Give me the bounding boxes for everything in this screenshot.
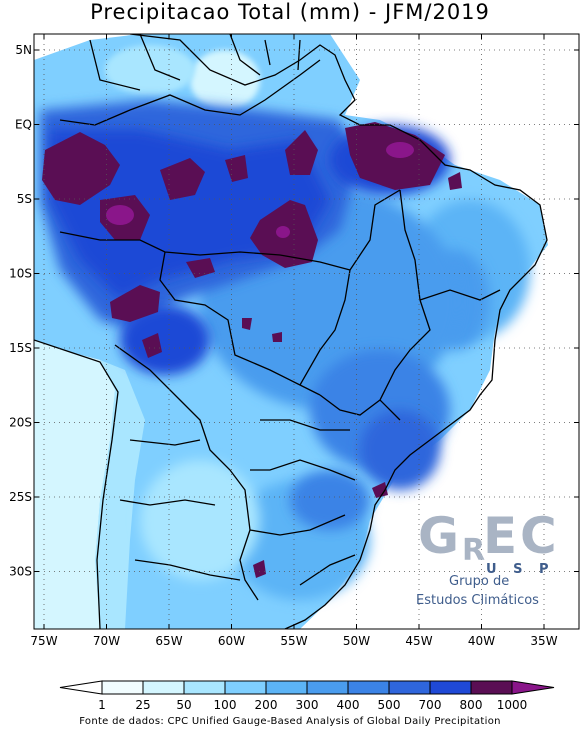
lat-label: 30S bbox=[9, 565, 32, 579]
colorbar-label: 300 bbox=[296, 698, 319, 712]
lon-label: 70W bbox=[93, 634, 120, 648]
lat-label: 15S bbox=[9, 341, 32, 355]
coastline bbox=[129, 34, 548, 629]
lon-label: 40W bbox=[468, 634, 495, 648]
lon-label: 75W bbox=[30, 634, 57, 648]
colorbar-label: 500 bbox=[378, 698, 401, 712]
colorbar-label: 400 bbox=[337, 698, 360, 712]
colorbar-under-arrow bbox=[59, 680, 103, 695]
grec-logo: G R E C U S P Grupo de Estudos Climático… bbox=[416, 507, 557, 608]
north-dry-patch bbox=[190, 50, 260, 110]
andes-dry-strip bbox=[34, 340, 115, 629]
logo-line1: Grupo de bbox=[449, 574, 509, 589]
lon-label: 45W bbox=[405, 634, 432, 648]
colorbar-segment bbox=[429, 680, 472, 695]
colorbar-segment bbox=[388, 680, 431, 695]
lon-label: 35W bbox=[530, 634, 557, 648]
longitude-labels: 75W 70W 65W 60W 55W 50W 45W 40W 35W bbox=[30, 34, 558, 648]
colorbar-label: 1000 bbox=[497, 698, 528, 712]
logo-letter-c: C bbox=[520, 507, 557, 565]
lon-label: 65W bbox=[155, 634, 182, 648]
andes-medium-strip bbox=[95, 360, 145, 629]
colorbar-segment bbox=[306, 680, 349, 695]
logo-letter-r: R bbox=[462, 533, 485, 568]
amazon-core bbox=[50, 130, 330, 300]
lon-label: 50W bbox=[343, 634, 370, 648]
data-source-note: Fonte de dados: CPC Unified Gauge-Based … bbox=[79, 716, 501, 727]
bolivia-blue bbox=[120, 305, 210, 375]
colorbar-segment bbox=[347, 680, 390, 695]
logo-usp: U S P bbox=[486, 562, 555, 577]
colorbar-label: 700 bbox=[419, 698, 442, 712]
colorbar-segment bbox=[470, 680, 513, 695]
colorbar-label: 25 bbox=[135, 698, 150, 712]
colorbar-label: 200 bbox=[255, 698, 278, 712]
boundaries bbox=[34, 34, 548, 629]
colorbar-label: 1 bbox=[98, 698, 106, 712]
colorbar-label: 50 bbox=[176, 698, 191, 712]
colorbar-segment bbox=[224, 680, 267, 695]
lat-label: 5N bbox=[15, 43, 32, 57]
argentina-lines bbox=[119, 439, 241, 581]
colorbar-segment bbox=[265, 680, 308, 695]
bolivia-paraguay bbox=[114, 344, 259, 601]
lat-label: 20S bbox=[9, 416, 32, 430]
lat-label: EQ bbox=[15, 118, 32, 132]
logo-letter-e: E bbox=[483, 507, 517, 565]
south-inner bbox=[290, 470, 370, 530]
colorbar-label: 100 bbox=[214, 698, 237, 712]
plot-frame bbox=[33, 33, 580, 630]
logo-letter-g: G bbox=[418, 507, 459, 565]
colorbar-segment bbox=[101, 680, 144, 695]
heavy-rain-purple bbox=[106, 142, 414, 238]
lat-label: 10S bbox=[9, 267, 32, 281]
western-coast bbox=[34, 339, 119, 629]
lon-label: 60W bbox=[218, 634, 245, 648]
colorbar-segment bbox=[183, 680, 226, 695]
map-title: Precipitacao Total (mm) - JFM/2019 bbox=[90, 0, 490, 24]
southeast-blue bbox=[360, 410, 440, 490]
northern-countries bbox=[89, 34, 301, 91]
lat-label: 25S bbox=[9, 490, 32, 504]
states-internal bbox=[249, 189, 501, 586]
colorbar: 1 25 50 100 200 300 400 500 700 800 1000 bbox=[59, 680, 555, 712]
logo-line2: Estudos Climáticos bbox=[416, 593, 539, 608]
precipitation-field bbox=[34, 34, 548, 629]
colorbar-over-arrow bbox=[511, 680, 555, 695]
colorbar-segment bbox=[142, 680, 185, 695]
gridlines bbox=[34, 34, 579, 629]
lat-label: 5S bbox=[17, 192, 32, 206]
latitude-labels: 5N EQ 5S 10S 15S 20S 25S 30S bbox=[9, 43, 579, 579]
lon-label: 55W bbox=[280, 634, 307, 648]
argentina-lighter bbox=[140, 460, 260, 580]
north-medium-patch bbox=[105, 45, 195, 95]
colorbar-label: 800 bbox=[460, 698, 483, 712]
